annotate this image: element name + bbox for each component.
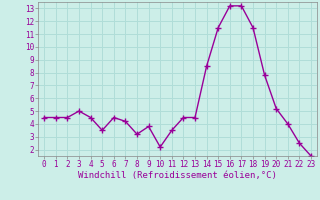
X-axis label: Windchill (Refroidissement éolien,°C): Windchill (Refroidissement éolien,°C): [78, 171, 277, 180]
